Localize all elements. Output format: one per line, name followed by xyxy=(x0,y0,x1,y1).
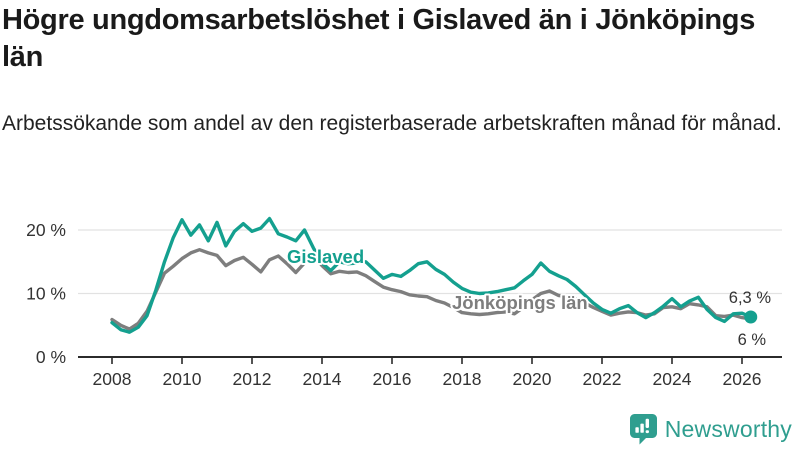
newsworthy-logo[interactable]: Newsworthy xyxy=(629,413,792,445)
series-end-dot xyxy=(744,310,758,324)
newsworthy-logo-text: Newsworthy xyxy=(664,415,792,442)
series-end-value-label: 6 % xyxy=(738,331,767,349)
y-axis-tick-label: 20 % xyxy=(26,220,66,240)
x-axis-tick-label: 2026 xyxy=(723,369,762,389)
x-axis-tick-label: 2008 xyxy=(93,369,132,389)
y-axis-tick-label: 10 % xyxy=(26,284,66,304)
y-axis-tick-label: 0 % xyxy=(36,347,66,367)
series-end-value-label: 6,3 % xyxy=(729,289,772,307)
chart-subtitle: Arbetssökande som andel av den registerb… xyxy=(2,112,782,135)
series-label-gislaved: Gislaved xyxy=(287,246,364,267)
series-line-j-nk-pings-l-n xyxy=(110,248,753,331)
x-axis-tick-label: 2024 xyxy=(653,369,692,389)
series-line-gislaved xyxy=(110,216,753,334)
x-axis-tick-label: 2014 xyxy=(303,369,342,389)
x-axis-tick-label: 2020 xyxy=(513,369,552,389)
x-axis-tick-label: 2012 xyxy=(233,369,272,389)
x-axis-tick-label: 2018 xyxy=(443,369,482,389)
x-axis-tick-label: 2022 xyxy=(583,369,622,389)
series-label-j-nk-pings-l-n: Jönköpings län xyxy=(452,292,588,313)
newsworthy-logo-icon xyxy=(629,414,657,445)
chart-title: Högre ungdomsarbetslöshet i Gislaved än … xyxy=(2,4,756,73)
x-axis-tick-label: 2010 xyxy=(163,369,202,389)
x-axis-tick-label: 2016 xyxy=(373,369,412,389)
